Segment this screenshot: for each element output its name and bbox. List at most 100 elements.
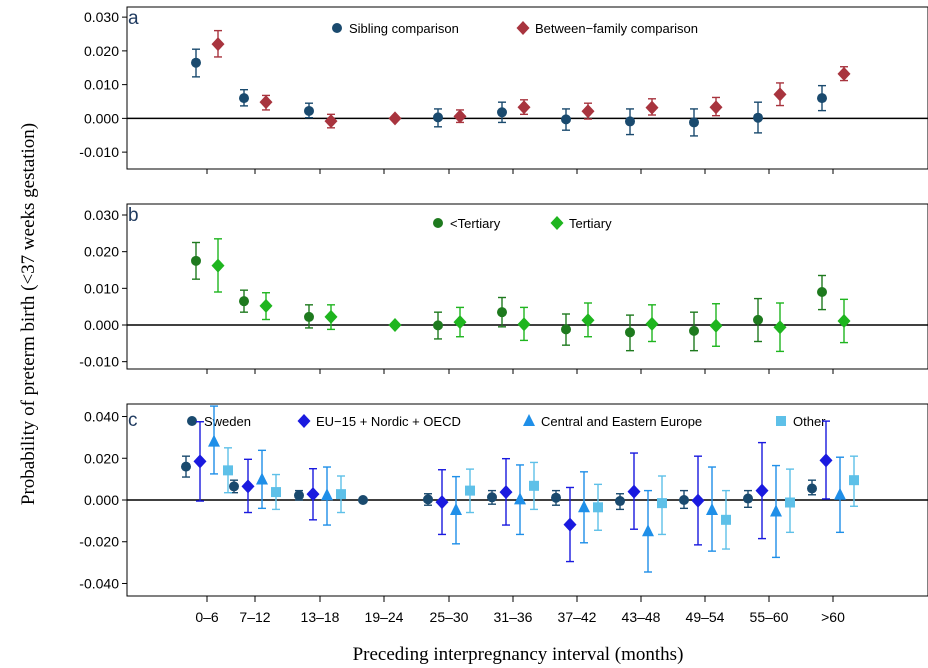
data-point xyxy=(721,514,731,525)
y-tick-label: 0.010 xyxy=(84,280,119,296)
legend-label-other: Other xyxy=(793,414,826,429)
data-point xyxy=(450,503,462,516)
data-point xyxy=(753,112,763,123)
legend-marker-sweden xyxy=(187,416,197,426)
data-point xyxy=(191,57,201,68)
data-point xyxy=(709,318,723,333)
data-point xyxy=(581,313,595,328)
data-point xyxy=(453,315,467,330)
data-point xyxy=(499,485,513,500)
panel-label: c xyxy=(128,410,138,431)
y-tick-label: 0.030 xyxy=(84,9,119,25)
data-point xyxy=(423,494,433,505)
data-point xyxy=(645,316,659,331)
data-point xyxy=(773,320,787,335)
series-tertiary xyxy=(211,238,851,353)
panel-frame xyxy=(126,203,928,370)
x-tick-label-31-36: 31–36 xyxy=(494,609,533,625)
y-tick-label: 0.010 xyxy=(84,77,119,93)
x-tick-label-60: >60 xyxy=(821,609,845,625)
data-point xyxy=(191,255,201,266)
data-point xyxy=(517,100,531,115)
legend-marker-tertiary xyxy=(550,216,564,230)
x-tick-label-37-42: 37–42 xyxy=(558,609,597,625)
data-point xyxy=(388,111,402,126)
data-point xyxy=(321,488,333,501)
y-tick-label: 0.000 xyxy=(84,110,119,126)
series-sweden xyxy=(181,455,817,511)
data-point xyxy=(241,479,255,494)
data-point xyxy=(743,493,753,504)
x-axis-title: Preceding interpregnancy interval (month… xyxy=(353,644,684,665)
data-point xyxy=(529,480,539,491)
data-point xyxy=(755,483,769,498)
data-point xyxy=(514,492,526,505)
data-point xyxy=(625,116,635,127)
y-tick-label: -0.010 xyxy=(79,144,119,160)
data-point xyxy=(229,481,239,492)
panel-frame xyxy=(126,6,928,170)
data-point xyxy=(709,100,723,115)
legend-marker-eu-15-nordic-oecd xyxy=(297,414,311,428)
x-tick-label-55-60: 55–60 xyxy=(750,609,789,625)
data-point xyxy=(706,503,718,516)
data-point xyxy=(807,483,817,494)
panel-label: b xyxy=(128,205,139,226)
data-point xyxy=(271,487,281,498)
data-point xyxy=(817,93,827,104)
data-point xyxy=(561,324,571,335)
data-point xyxy=(753,314,763,325)
data-point xyxy=(593,502,603,513)
data-point xyxy=(563,517,577,532)
data-point xyxy=(208,434,220,447)
y-axis-title: Probability of preterm birth (<37 weeks … xyxy=(18,123,39,505)
data-point xyxy=(817,287,827,297)
data-point xyxy=(551,492,561,503)
data-point xyxy=(849,475,859,486)
data-point xyxy=(294,490,304,501)
data-point xyxy=(239,93,249,104)
data-point xyxy=(627,484,641,499)
data-point xyxy=(837,313,851,328)
x-tick-label-19-24: 19–24 xyxy=(365,609,404,625)
series-eu-15-nordic-oecd xyxy=(193,420,833,563)
legend-label-central-and-eastern-europe: Central and Eastern Europe xyxy=(541,414,702,429)
data-point xyxy=(306,487,320,502)
data-point xyxy=(657,498,667,509)
data-point xyxy=(358,495,368,505)
y-tick-label: -0.040 xyxy=(79,575,119,591)
data-point xyxy=(435,495,449,510)
panels-layer: -0.010 0.000 0.010 0.020 0.030 a Sibling compa… xyxy=(79,6,928,597)
data-point xyxy=(324,114,338,129)
legend-label-sweden: Sweden xyxy=(204,414,251,429)
data-point xyxy=(259,298,273,313)
y-tick-label: 0.020 xyxy=(84,450,119,466)
data-point xyxy=(625,327,635,338)
legend-label-eu-15-nordic-oecd: EU−15 + Nordic + OECD xyxy=(316,414,461,429)
data-point xyxy=(453,109,467,124)
x-tick-label-7-12: 7–12 xyxy=(239,609,270,625)
data-point xyxy=(691,493,705,508)
series-between-family-comparison xyxy=(211,29,851,129)
y-tick-label: 0.000 xyxy=(84,317,119,333)
data-point xyxy=(324,309,338,324)
data-point xyxy=(517,317,531,332)
panel-a: -0.010 0.000 0.010 0.020 0.030 a Sibling compa… xyxy=(79,6,928,170)
data-point xyxy=(497,307,507,318)
legend-marker-sibling-comparison xyxy=(332,23,342,33)
data-point xyxy=(223,465,233,476)
panel-c: -0.040 -0.020 0.000 0.020 0.040 c Sweden EU−15 … xyxy=(79,403,928,597)
data-point xyxy=(645,100,659,115)
data-point xyxy=(336,489,346,500)
y-tick-label: -0.010 xyxy=(79,354,119,370)
data-point xyxy=(259,95,273,110)
data-point xyxy=(304,311,314,322)
legend-marker-tertiary xyxy=(433,218,443,228)
data-point xyxy=(211,37,225,52)
data-point xyxy=(642,524,654,537)
y-tick-label: 0.030 xyxy=(84,207,119,223)
legend-marker-central-and-eastern-europe xyxy=(523,414,535,426)
data-point xyxy=(433,320,443,331)
data-point xyxy=(834,487,846,500)
data-point xyxy=(304,105,314,116)
